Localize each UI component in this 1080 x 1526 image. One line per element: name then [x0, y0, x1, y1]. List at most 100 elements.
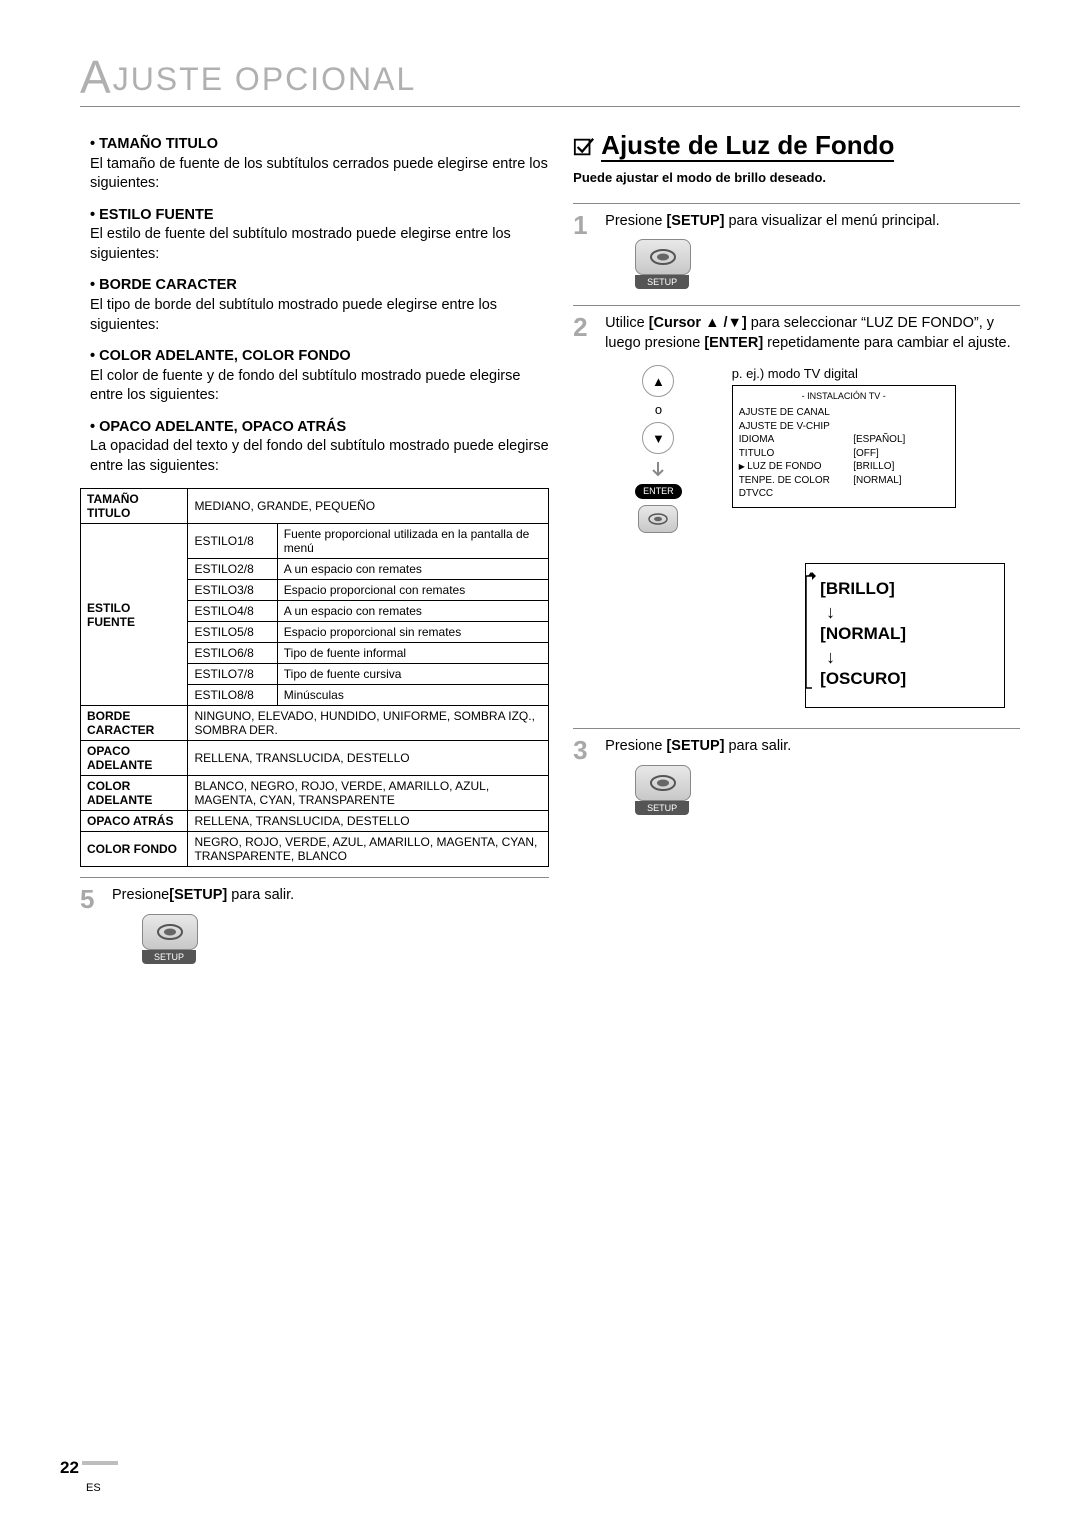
setup-button-graphic: SETUP — [635, 239, 1020, 289]
section-subtitle: Puede ajustar el modo de brillo deseado. — [573, 170, 1020, 185]
def-block: COLOR ADELANTE, COLOR FONDOEl color de f… — [80, 347, 549, 406]
setup-oval-icon — [648, 248, 678, 266]
table-cell: OPACO ATRÁS — [81, 811, 188, 832]
table-row: COLOR FONDONEGRO, ROJO, VERDE, AZUL, AMA… — [81, 832, 549, 867]
def-block: TAMAÑO TITULOEl tamaño de fuente de los … — [80, 135, 549, 194]
menu-row-label: IDIOMA — [739, 433, 854, 447]
def-block: BORDE CARACTEREl tipo de borde del subtí… — [80, 276, 549, 335]
def-head: COLOR ADELANTE, COLOR FONDO — [90, 347, 549, 367]
def-body: El color de fuente y de fondo del subtít… — [90, 367, 549, 406]
menu-row-value: [OFF] — [853, 447, 948, 461]
table-cell: ESTILO4/8 — [188, 601, 277, 622]
step2-c: repetidamente para cambiar el ajuste. — [763, 335, 1010, 351]
menu-row-value: [NORMAL] — [853, 474, 948, 488]
step2-enter: [ENTER] — [704, 335, 763, 351]
enter-oval-icon — [647, 512, 669, 526]
step5-post: para salir. — [227, 887, 294, 903]
step-5: 5 Presione[SETUP] para salir. SETUP — [80, 877, 549, 970]
menu-caption: p. ej.) modo TV digital — [732, 365, 956, 383]
table-cell: ESTILO2/8 — [188, 559, 277, 580]
right-column: Ajuste de Luz de Fondo Puede ajustar el … — [573, 131, 1020, 970]
cycle-return-arrow-icon — [802, 572, 816, 692]
table-cell: Espacio proporcional sin remates — [277, 622, 548, 643]
options-table: TAMAÑO TITULOMEDIANO, GRANDE, PEQUEÑOEST… — [80, 488, 549, 867]
table-cell: TAMAÑO TITULO — [81, 489, 188, 524]
step3-bold: [SETUP] — [666, 738, 724, 754]
step-3: 3 Presione [SETUP] para salir. SETUP — [573, 728, 1020, 821]
left-column: TAMAÑO TITULOEl tamaño de fuente de los … — [80, 131, 549, 970]
step-body: Presione [SETUP] para visualizar el menú… — [605, 212, 1020, 296]
step5-bold: [SETUP] — [169, 887, 227, 903]
menu-box: - INSTALACIÓN TV - AJUSTE DE CANALAJUSTE… — [732, 385, 956, 508]
setup-button-shape — [635, 765, 691, 801]
step1-bold: [SETUP] — [666, 213, 724, 229]
table-cell: COLOR FONDO — [81, 832, 188, 867]
table-row: COLOR ADELANTEBLANCO, NEGRO, ROJO, VERDE… — [81, 776, 549, 811]
step-number: 2 — [573, 314, 595, 718]
def-head: BORDE CARACTER — [90, 276, 549, 296]
table-row: BORDE CARACTERNINGUNO, ELEVADO, HUNDIDO,… — [81, 706, 549, 741]
cycle-item: [BRILLO] — [820, 578, 990, 601]
step-body: Presione[SETUP] para salir. SETUP — [112, 886, 549, 970]
step-number: 1 — [573, 212, 595, 296]
pad-gap: o — [655, 403, 662, 416]
setup-label: SETUP — [635, 275, 689, 289]
table-cell: Fuente proporcional utilizada en la pant… — [277, 524, 548, 559]
table-cell: OPACO ADELANTE — [81, 741, 188, 776]
setup-button-shape — [142, 914, 198, 950]
menu-panel: p. ej.) modo TV digital - INSTALACIÓN TV… — [732, 365, 956, 507]
table-row: ESTILO FUENTEESTILO1/8Fuente proporciona… — [81, 524, 549, 559]
table-row: OPACO ADELANTERELLENA, TRANSLUCIDA, DEST… — [81, 741, 549, 776]
step-body: Utilice [Cursor ▲ /▼] para seleccionar “… — [605, 314, 1020, 718]
menu-row-label: TITULO — [739, 447, 854, 461]
down-arrow-icon: ↓ — [826, 605, 990, 619]
menu-row: IDIOMA[ESPAÑOL] — [739, 433, 949, 447]
down-chevron-icon — [649, 460, 667, 480]
menu-row: AJUSTE DE V-CHIP — [739, 420, 949, 434]
menu-row: TENPE. DE COLOR[NORMAL] — [739, 474, 949, 488]
step3-post: para salir. — [724, 738, 791, 754]
def-body: La opacidad del texto y del fondo del su… — [90, 437, 549, 476]
step2-a: Utilice — [605, 315, 649, 331]
table-cell: NINGUNO, ELEVADO, HUNDIDO, UNIFORME, SOM… — [188, 706, 549, 741]
table-cell: ESTILO7/8 — [188, 664, 277, 685]
step2-cursor: [Cursor ▲ /▼] — [649, 315, 747, 331]
defs: TAMAÑO TITULOEl tamaño de fuente de los … — [80, 135, 549, 476]
setup-button-shape — [635, 239, 691, 275]
setup-button-graphic: SETUP — [142, 914, 549, 964]
setup-label: SETUP — [142, 950, 196, 964]
table-cell: BORDE CARACTER — [81, 706, 188, 741]
step-body: Presione [SETUP] para salir. SETUP — [605, 737, 1020, 821]
def-body: El tipo de borde del subtítulo mostrado … — [90, 296, 549, 335]
table-cell: RELLENA, TRANSLUCIDA, DESTELLO — [188, 811, 549, 832]
def-head: TAMAÑO TITULO — [90, 135, 549, 155]
step1-post: para visualizar el menú principal. — [724, 213, 939, 229]
down-arrow-icon: ▼ — [642, 422, 674, 454]
cycle-item: [NORMAL] — [820, 623, 990, 646]
setup-oval-icon — [648, 774, 678, 792]
table-cell: ESTILO3/8 — [188, 580, 277, 601]
enter-button-shape — [638, 505, 678, 533]
setup-button-graphic: SETUP — [635, 765, 1020, 815]
menu-row-label: DTVCC — [739, 487, 854, 501]
def-head: OPACO ADELANTE, OPACO ATRÁS — [90, 418, 549, 438]
table-cell: ESTILO6/8 — [188, 643, 277, 664]
menu-row: LUZ DE FONDO[BRILLO] — [739, 460, 949, 474]
table-cell: Espacio proporcional con remates — [277, 580, 548, 601]
checkbox-icon — [573, 136, 595, 158]
menu-row-value — [853, 406, 948, 420]
def-head: ESTILO FUENTE — [90, 206, 549, 226]
def-body: El estilo de fuente del subtítulo mostra… — [90, 225, 549, 264]
menu-row: TITULO[OFF] — [739, 447, 949, 461]
step-number: 3 — [573, 737, 595, 821]
table-cell: ESTILO FUENTE — [81, 524, 188, 706]
table-cell: A un espacio con remates — [277, 601, 548, 622]
menu-row-label: AJUSTE DE V-CHIP — [739, 420, 854, 434]
menu-row-label: TENPE. DE COLOR — [739, 474, 854, 488]
table-cell: Tipo de fuente informal — [277, 643, 548, 664]
table-cell: RELLENA, TRANSLUCIDA, DESTELLO — [188, 741, 549, 776]
page-root: AJUSTE OPCIONAL TAMAÑO TITULOEl tamaño d… — [0, 0, 1080, 1000]
table-cell: BLANCO, NEGRO, ROJO, VERDE, AMARILLO, AZ… — [188, 776, 549, 811]
columns: TAMAÑO TITULOEl tamaño de fuente de los … — [80, 131, 1020, 970]
step-number: 5 — [80, 886, 102, 970]
